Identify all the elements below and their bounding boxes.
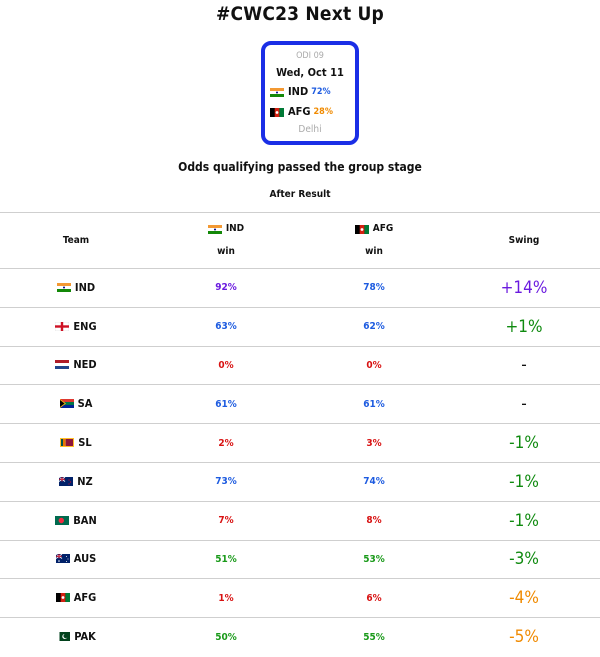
ind-win-cell: 1% — [152, 578, 300, 618]
swing-cell: +14% — [448, 268, 600, 308]
team-column-header[interactable]: Team — [0, 212, 152, 269]
match-team2-pct: 28% — [313, 107, 333, 117]
team-cell: SL — [0, 423, 152, 463]
table-row[interactable]: IND 92% 78% +14% — [0, 268, 600, 308]
after-result-label: After Result — [269, 189, 331, 200]
team-name: IND — [74, 280, 96, 294]
afghanistan-flag-icon — [270, 107, 284, 117]
team-cell: AUS — [0, 539, 152, 579]
table-row[interactable]: SL 2% 3% -1% — [0, 423, 600, 463]
ind-win-cell: 50% — [152, 617, 300, 656]
ind-win-cell: 61% — [152, 384, 300, 424]
ind-win-cell: 73% — [152, 461, 300, 502]
bangladesh-flag-icon — [55, 515, 70, 525]
afg-win-column-header[interactable]: AFG win — [300, 212, 448, 269]
match-team1-row: IND 72% — [265, 84, 355, 100]
match-number: ODI 09 — [296, 51, 324, 61]
team-cell: BAN — [0, 500, 152, 541]
team-name: ENG — [73, 319, 97, 333]
match-team1-name: IND — [288, 85, 309, 98]
swing-cell: -1% — [448, 461, 600, 502]
odds-table: Team IND win AFG win — [0, 212, 600, 656]
ind-win-cell: 51% — [152, 539, 300, 579]
australia-flag-icon — [55, 554, 70, 564]
ind-win-column-header[interactable]: IND win — [152, 212, 300, 269]
swing-cell: -3% — [448, 539, 600, 579]
new-zealand-flag-icon — [59, 476, 74, 486]
team-cell: NZ — [0, 461, 152, 502]
team-name: SA — [77, 397, 93, 411]
england-flag-icon — [55, 321, 70, 331]
india-flag-icon — [270, 87, 284, 97]
table-row[interactable]: NED 0% 0% - — [0, 345, 600, 385]
afg-win-cell: 74% — [300, 461, 448, 502]
ind-win-cell: 63% — [152, 306, 300, 347]
pakistan-flag-icon — [56, 632, 71, 642]
swing-cell: - — [448, 345, 600, 385]
afg-win-cell: 6% — [300, 578, 448, 618]
swing-cell: -1% — [448, 423, 600, 463]
ind-win-cell: 7% — [152, 500, 300, 541]
india-flag-icon — [56, 282, 71, 292]
table-row[interactable]: AUS 51% 53% -3% — [0, 539, 600, 579]
match-team2-row: AFG 28% — [265, 104, 355, 120]
south-africa-flag-icon — [59, 399, 74, 409]
swing-cell: +1% — [448, 306, 600, 347]
match-team1-pct: 72% — [311, 87, 331, 97]
swing-cell: -4% — [448, 578, 600, 618]
team-name: AFG — [73, 591, 97, 605]
team-name: SL — [78, 436, 92, 450]
team-cell: SA — [0, 384, 152, 424]
afghanistan-flag-icon — [55, 593, 70, 603]
match-team2-name: AFG — [288, 105, 311, 118]
swing-cell: -1% — [448, 500, 600, 541]
ind-win-cell: 0% — [152, 345, 300, 385]
afg-win-cell: 3% — [300, 423, 448, 463]
match-date: Wed, Oct 11 — [276, 66, 344, 79]
sri-lanka-flag-icon — [60, 438, 75, 448]
table-row[interactable]: BAN 7% 8% -1% — [0, 500, 600, 541]
netherlands-flag-icon — [55, 360, 70, 370]
team-cell: NED — [0, 345, 152, 385]
team-name: AUS — [73, 552, 97, 566]
team-name: PAK — [74, 630, 96, 644]
ind-win-cell: 2% — [152, 423, 300, 463]
afg-win-cell: 61% — [300, 384, 448, 424]
afg-win-cell: 53% — [300, 539, 448, 579]
swing-cell: -5% — [448, 617, 600, 656]
page-title: #CWC23 Next Up — [216, 3, 384, 25]
table-row[interactable]: NZ 73% 74% -1% — [0, 461, 600, 502]
swing-column-header[interactable]: Swing — [448, 212, 600, 269]
match-venue: Delhi — [298, 124, 322, 135]
ind-win-cell: 92% — [152, 268, 300, 308]
afg-win-cell: 78% — [300, 268, 448, 308]
table-header-row: Team IND win AFG win — [0, 212, 600, 269]
india-flag-icon — [207, 224, 222, 234]
afg-win-cell: 62% — [300, 306, 448, 347]
team-name: BAN — [73, 513, 97, 527]
team-name: NZ — [77, 474, 93, 488]
table-row[interactable]: AFG 1% 6% -4% — [0, 578, 600, 618]
team-cell: AFG — [0, 578, 152, 618]
afg-win-cell: 0% — [300, 345, 448, 385]
table-row[interactable]: SA 61% 61% - — [0, 384, 600, 424]
swing-cell: - — [448, 384, 600, 424]
team-cell: PAK — [0, 617, 152, 656]
afg-win-cell: 55% — [300, 617, 448, 656]
afg-win-cell: 8% — [300, 500, 448, 541]
table-row[interactable]: ENG 63% 62% +1% — [0, 306, 600, 347]
team-cell: ENG — [0, 306, 152, 347]
subtitle: Odds qualifying passed the group stage — [178, 160, 422, 174]
match-card[interactable]: ODI 09 Wed, Oct 11 IND 72% AFG 28% Delhi — [261, 41, 359, 145]
team-cell: IND — [0, 268, 152, 308]
afghanistan-flag-icon — [354, 224, 369, 234]
table-row[interactable]: PAK 50% 55% -5% — [0, 617, 600, 656]
team-name: NED — [73, 358, 97, 372]
